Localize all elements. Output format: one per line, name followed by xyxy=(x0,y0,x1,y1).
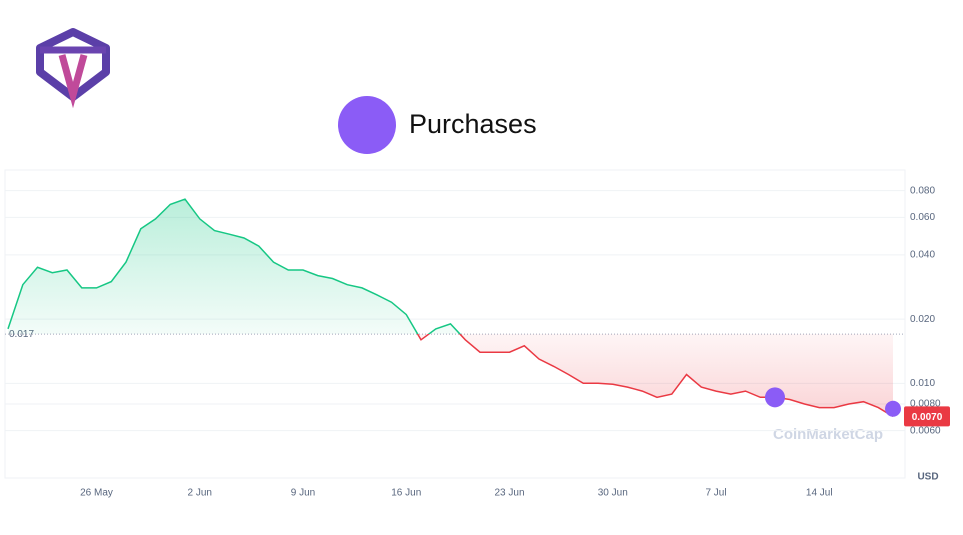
x-tick-label: 23 Jun xyxy=(494,488,524,499)
x-tick-label: 14 Jul xyxy=(806,488,833,499)
watermark: CoinMarketCap xyxy=(773,426,883,443)
x-tick-label: 9 Jun xyxy=(291,488,315,499)
y-tick-label: 0.0060 xyxy=(910,425,941,436)
x-tick-label: 16 Jun xyxy=(391,488,421,499)
currency: USD xyxy=(917,472,938,483)
y-tick-label: 0.020 xyxy=(910,314,935,325)
price-tag-label: 0.0070 xyxy=(912,412,943,423)
x-tick-label: 30 Jun xyxy=(598,488,628,499)
legend-swatch xyxy=(338,96,396,154)
y-tick-label: 0.010 xyxy=(910,378,935,389)
purchase-dot xyxy=(885,400,901,417)
plot-frame xyxy=(4,169,906,479)
price-tag xyxy=(904,406,950,427)
y-tick-label: 0.0080 xyxy=(910,399,941,410)
legend-label: Purchases xyxy=(409,109,537,139)
x-tick-label: 26 May xyxy=(80,488,113,499)
y-tick-label: 0.080 xyxy=(910,185,935,196)
purchase-dot xyxy=(765,387,785,408)
price-line xyxy=(7,198,894,418)
x-tick-label: 2 Jun xyxy=(188,488,212,499)
baseline-label: 0.017 xyxy=(9,329,34,340)
logo xyxy=(36,28,110,109)
area-fill xyxy=(8,199,893,417)
y-tick-label: 0.060 xyxy=(910,212,935,223)
x-tick-label: 7 Jul xyxy=(705,488,726,499)
y-tick-label: 0.040 xyxy=(910,250,935,261)
